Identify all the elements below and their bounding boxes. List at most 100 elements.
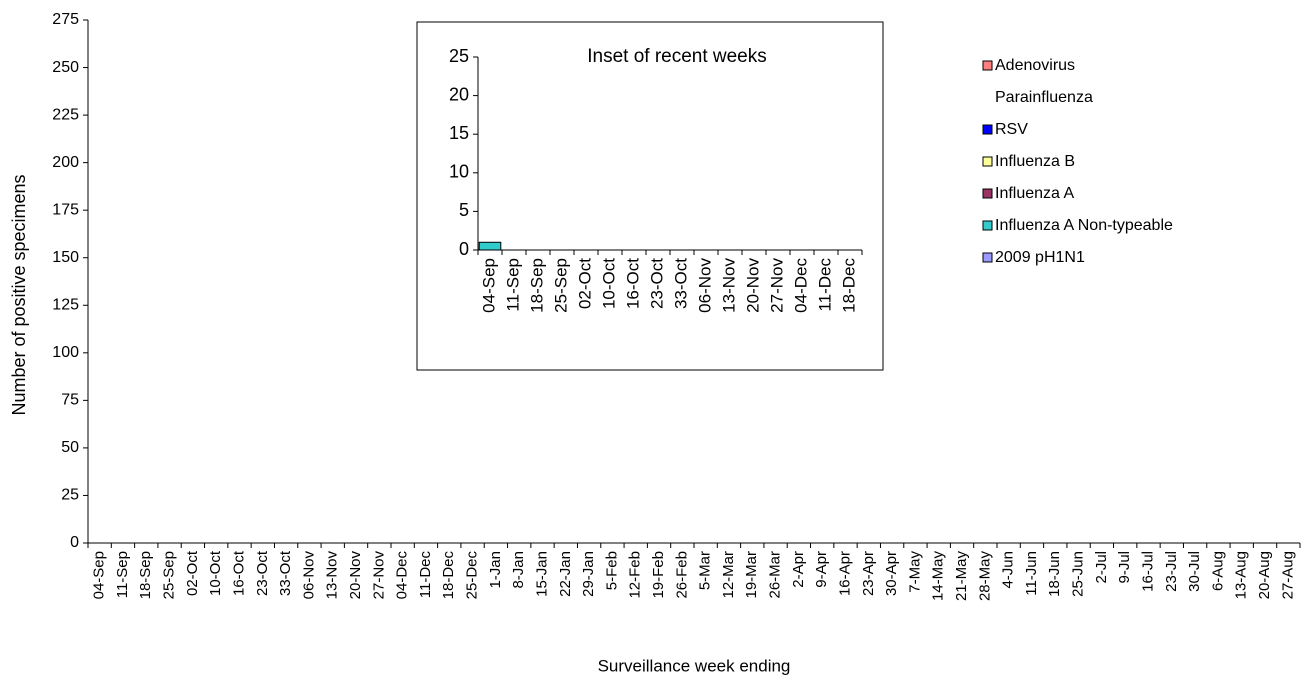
x-tick-label: 5-Feb <box>603 551 620 590</box>
x-tick-label: 10-Oct <box>599 258 618 309</box>
x-tick-label: 04-Dec <box>791 258 810 313</box>
x-tick-label: 04-Sep <box>91 551 108 599</box>
y-tick-label: 125 <box>52 296 79 313</box>
legend-label: Adenovirus <box>995 57 1075 74</box>
legend-label: Influenza A <box>995 185 1075 202</box>
x-tick-label: 5-Mar <box>697 551 714 590</box>
x-tick-label: 26-Mar <box>767 551 784 599</box>
x-tick-label: 1-Jan <box>487 551 504 589</box>
y-tick-label: 75 <box>61 392 79 409</box>
x-tick-label: 30-Apr <box>883 551 900 596</box>
x-tick-label: 12-Mar <box>720 551 737 599</box>
y-tick-label: 25 <box>449 46 469 66</box>
x-tick-label: 25-Dec <box>464 551 481 600</box>
legend-swatch <box>982 220 993 231</box>
y-tick-label: 150 <box>52 249 79 266</box>
x-tick-label: 13-Nov <box>324 551 341 600</box>
x-tick-label: 12-Feb <box>627 551 644 599</box>
x-tick-label: 11-Sep <box>114 551 131 598</box>
x-tick-label: 8-Jan <box>510 551 527 589</box>
x-tick-label: 9-Apr <box>813 551 830 588</box>
y-tick-label: 10 <box>449 162 469 182</box>
x-tick-label: 27-Nov <box>370 551 387 600</box>
x-tick-label: 13-Nov <box>719 258 738 313</box>
x-tick-label: 02-Oct <box>184 550 201 596</box>
x-tick-label: 02-Oct <box>575 258 594 309</box>
x-tick-label: 18-Dec <box>440 551 457 600</box>
legend-label: RSV <box>995 121 1028 138</box>
x-tick-label: 06-Nov <box>695 258 714 313</box>
x-tick-label: 7-May <box>906 551 923 593</box>
x-tick-label: 20-Aug <box>1256 551 1273 599</box>
y-axis-title: Number of positive specimens <box>9 174 29 415</box>
x-tick-label: 20-Nov <box>743 258 762 313</box>
x-tick-label: 18-Sep <box>527 258 546 313</box>
y-tick-label: 225 <box>52 106 79 123</box>
legend-swatch <box>982 60 993 71</box>
legend-swatch <box>982 252 993 263</box>
x-tick-label: 25-Sep <box>161 551 178 599</box>
x-tick-label: 23-Jul <box>1163 551 1180 592</box>
x-tick-label: 13-Aug <box>1233 551 1250 599</box>
y-tick-label: 50 <box>61 439 79 456</box>
legend-swatch <box>982 156 993 167</box>
x-tick-label: 18-Sep <box>137 551 154 599</box>
x-tick-label: 16-Apr <box>836 551 853 596</box>
legend-swatch <box>983 93 992 102</box>
x-tick-label: 2-Apr <box>790 551 807 588</box>
x-tick-label: 29-Jan <box>580 551 597 597</box>
legend-label: Influenza B <box>995 153 1075 170</box>
x-tick-label: 2-Jul <box>1093 551 1110 584</box>
legend-label: 2009 pH1N1 <box>995 249 1085 266</box>
x-tick-label: 04-Dec <box>394 551 411 600</box>
x-tick-label: 19-Mar <box>743 551 760 599</box>
x-tick-label: 23-Apr <box>860 551 877 596</box>
x-tick-label: 22-Jan <box>557 551 574 597</box>
x-tick-label: 27-Aug <box>1279 551 1296 599</box>
x-tick-label: 18-Dec <box>839 258 858 313</box>
x-tick-label: 19-Feb <box>650 551 667 599</box>
y-tick-label: 0 <box>70 534 79 551</box>
x-tick-label: 16-Jul <box>1139 551 1156 592</box>
inset-frame <box>416 21 884 371</box>
x-tick-label: 28-May <box>976 551 993 602</box>
y-tick-label: 275 <box>52 11 79 28</box>
y-tick-label: 250 <box>52 59 79 76</box>
x-tick-label: 10-Oct <box>207 550 224 596</box>
x-tick-label: 27-Nov <box>767 258 786 313</box>
y-tick-label: 175 <box>52 201 79 218</box>
legend-label: Influenza A Non-typeable <box>995 217 1173 234</box>
x-tick-label: 23-Oct <box>647 258 666 309</box>
inset-title: Inset of recent weeks <box>587 46 767 67</box>
y-tick-label: 15 <box>449 123 469 143</box>
x-tick-label: 11-Jun <box>1023 551 1040 596</box>
x-tick-label: 25-Jun <box>1070 551 1087 597</box>
y-tick-label: 5 <box>459 200 469 220</box>
x-tick-label: 04-Sep <box>479 258 498 313</box>
x-tick-label: 23-Oct <box>254 550 271 596</box>
x-tick-label: 33-Oct <box>671 258 690 309</box>
y-tick-label: 0 <box>459 239 469 259</box>
x-tick-label: 15-Jan <box>533 551 550 597</box>
x-tick-label: 25-Sep <box>551 258 570 313</box>
x-axis-title: Surveillance week ending <box>598 656 791 675</box>
y-tick-label: 100 <box>52 344 79 361</box>
x-tick-label: 9-Jul <box>1116 551 1133 584</box>
x-tick-label: 14-May <box>930 551 947 602</box>
x-tick-label: 18-Jun <box>1046 551 1063 597</box>
x-tick-label: 30-Jul <box>1186 551 1203 592</box>
legend-swatch <box>982 124 993 135</box>
y-tick-label: 25 <box>61 487 79 504</box>
x-tick-label: 20-Nov <box>347 551 364 600</box>
x-tick-label: 21-May <box>953 551 970 602</box>
x-tick-label: 11-Dec <box>815 258 834 312</box>
legend-swatch <box>982 188 993 199</box>
x-tick-label: 4-Jun <box>1000 551 1017 589</box>
y-tick-label: 20 <box>449 84 469 104</box>
bar <box>478 241 502 251</box>
x-tick-label: 11-Dec <box>417 551 434 599</box>
legend-label: Parainfluenza <box>995 89 1093 106</box>
x-tick-label: 16-Oct <box>230 550 247 596</box>
y-tick-label: 200 <box>52 154 79 171</box>
